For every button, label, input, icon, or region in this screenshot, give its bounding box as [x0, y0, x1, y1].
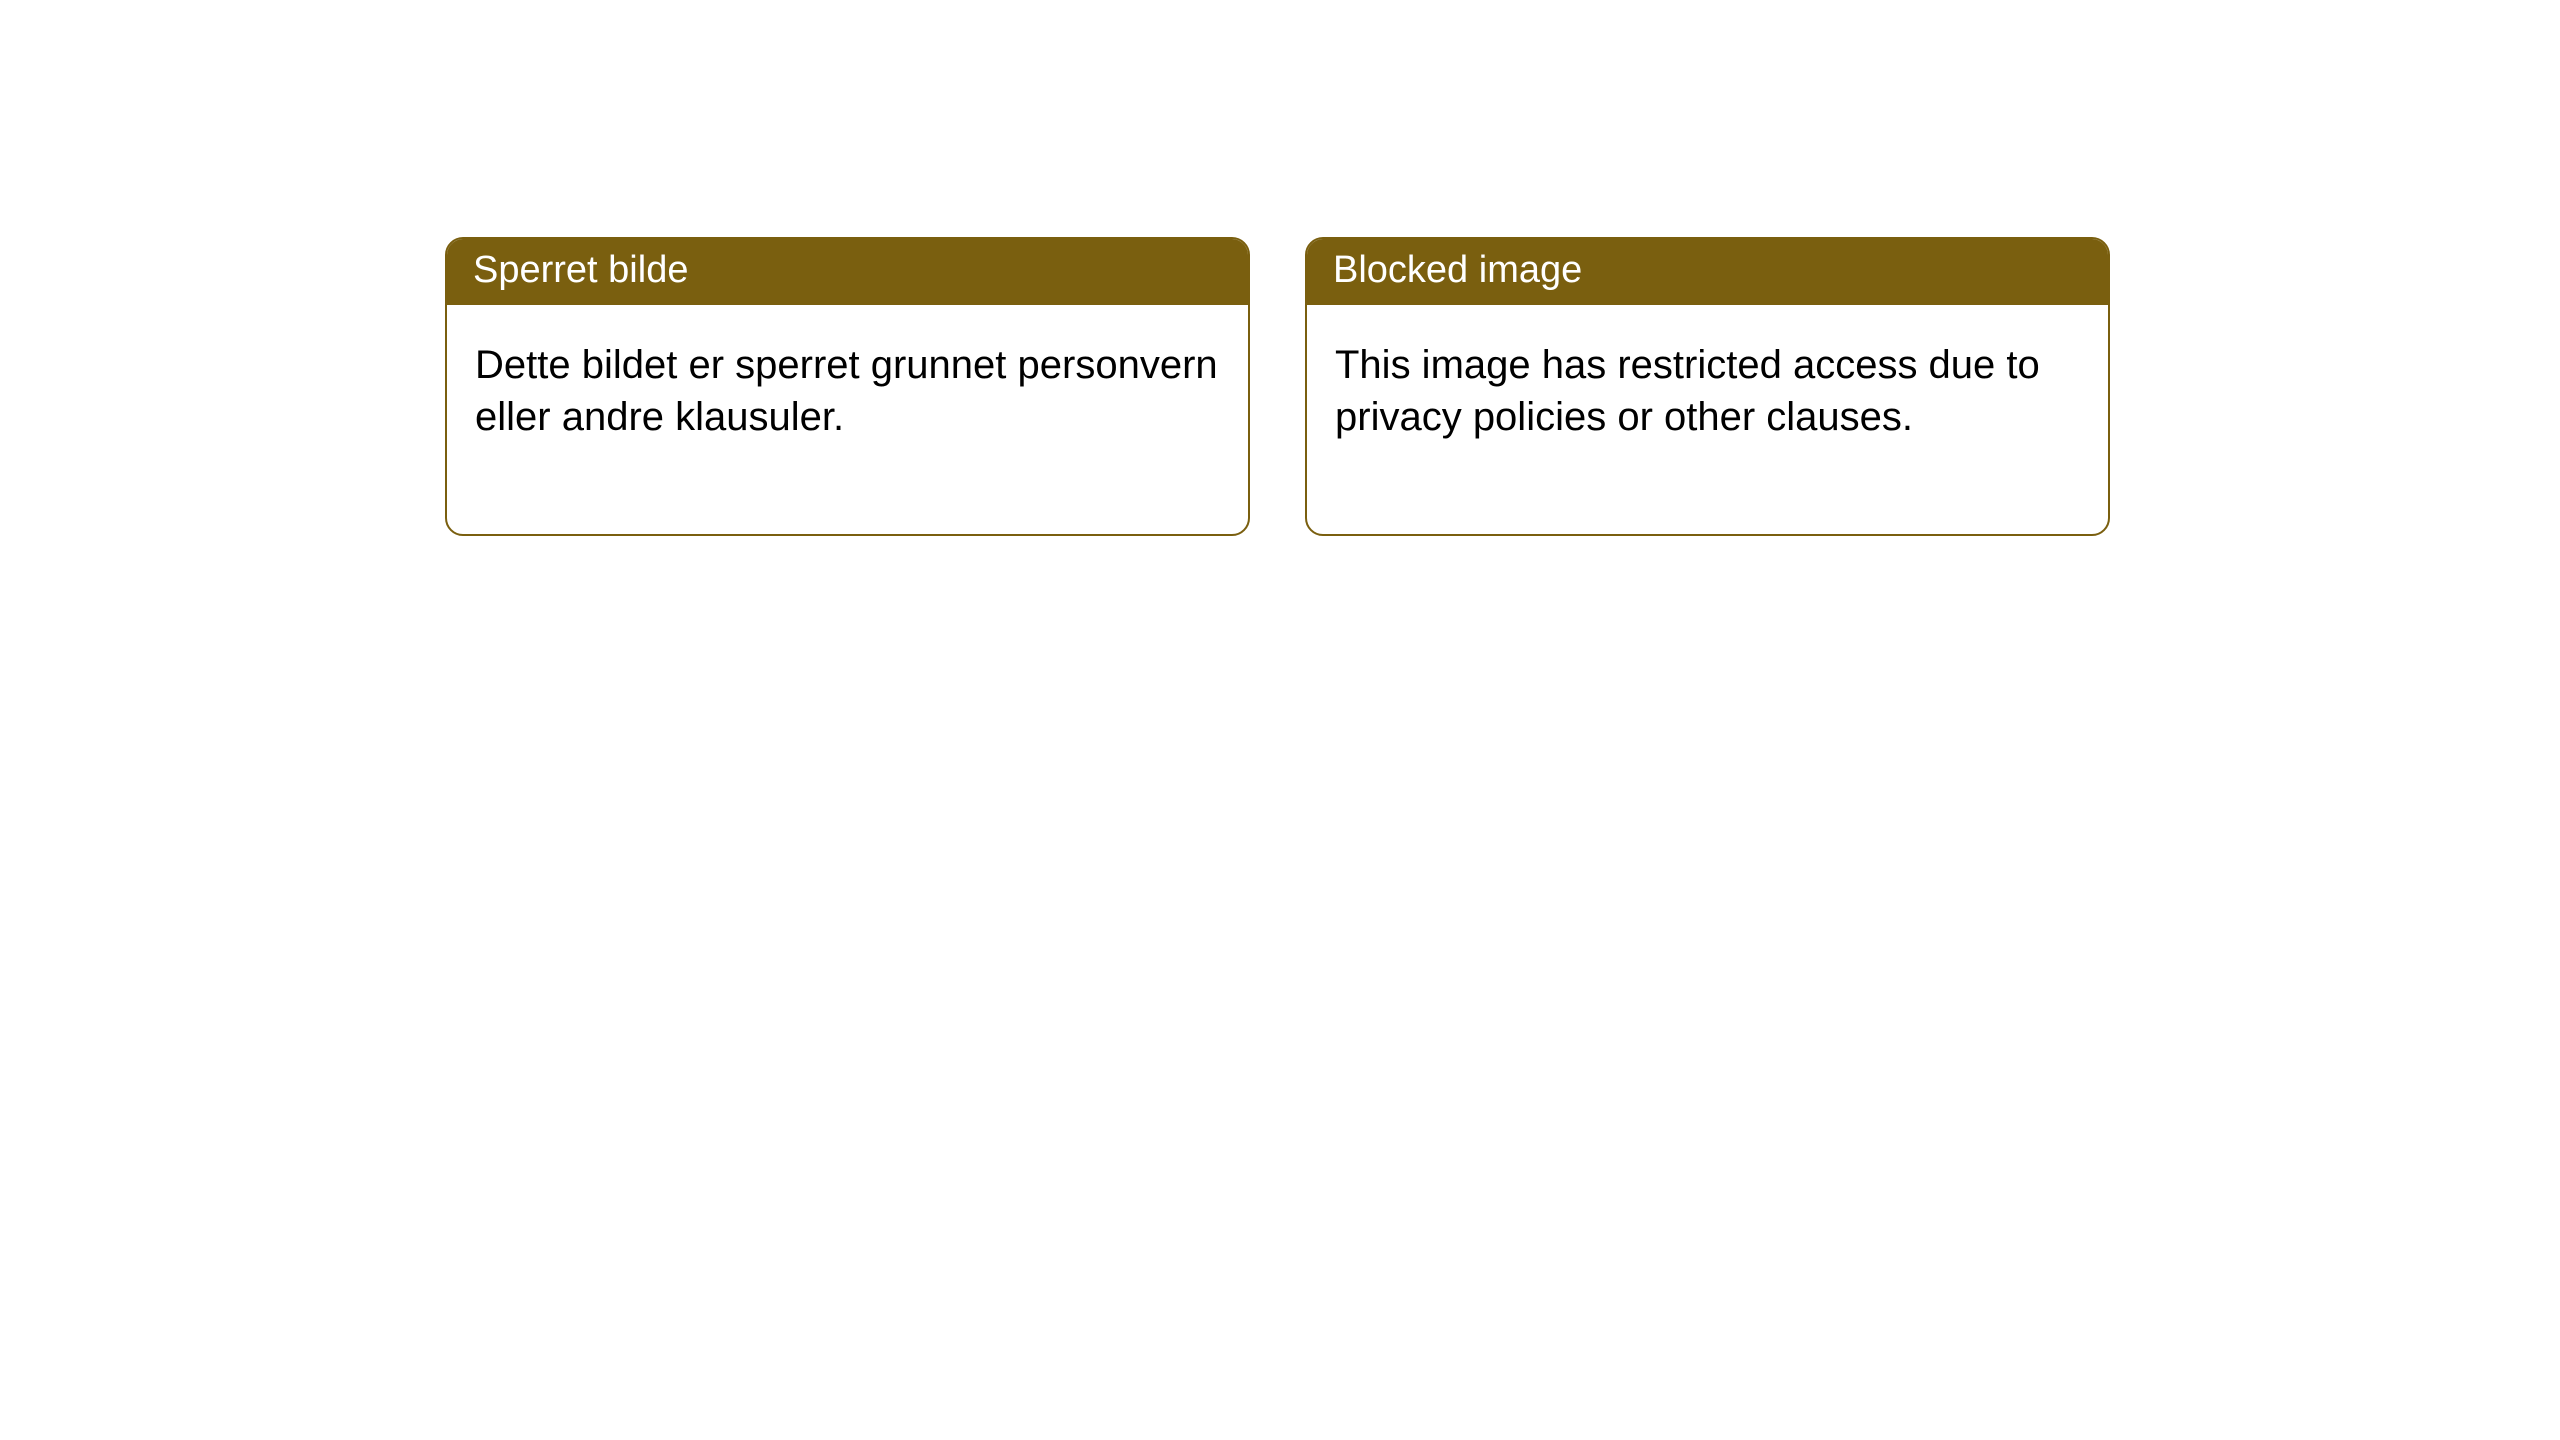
notice-card-english: Blocked image This image has restricted … — [1305, 237, 2110, 536]
notice-card-norwegian: Sperret bilde Dette bildet er sperret gr… — [445, 237, 1250, 536]
notice-title-norwegian: Sperret bilde — [447, 239, 1248, 305]
notice-container: Sperret bilde Dette bildet er sperret gr… — [0, 0, 2560, 536]
notice-body-english: This image has restricted access due to … — [1307, 305, 2108, 535]
notice-title-english: Blocked image — [1307, 239, 2108, 305]
notice-body-norwegian: Dette bildet er sperret grunnet personve… — [447, 305, 1248, 535]
